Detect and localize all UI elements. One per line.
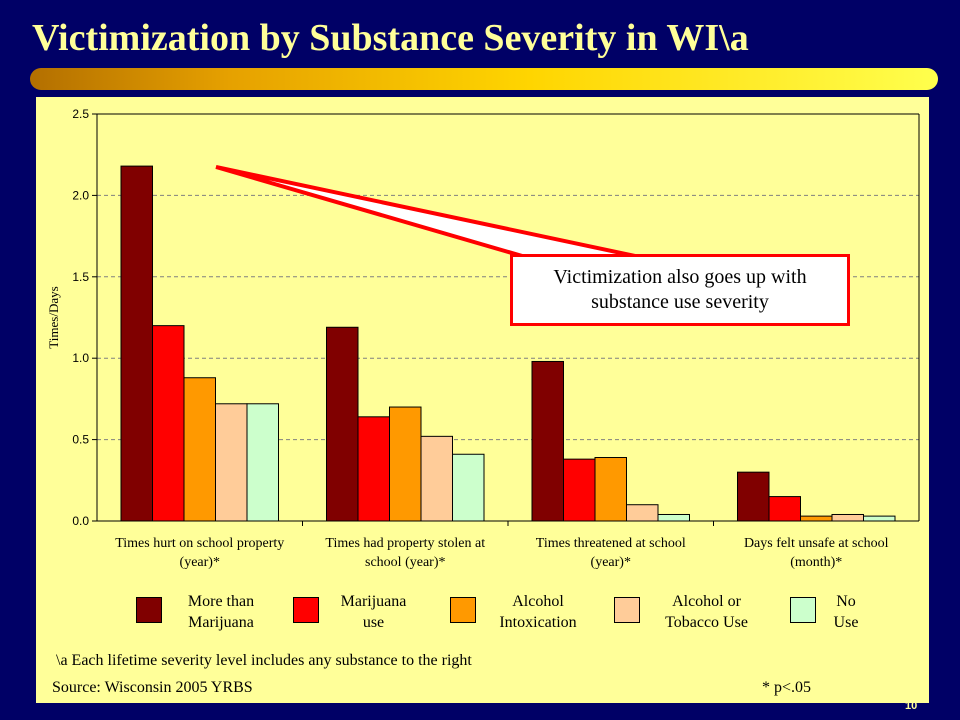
x-category-label: Times had property stolen at [325, 536, 485, 551]
bar [389, 406, 422, 522]
x-category-label: school (year)* [365, 555, 445, 570]
chart-panel: 0.0 0.5 1.0 1.5 2.0 2.5 Times/Days Times hurt o… [36, 97, 929, 703]
x-category-label: Days felt unsafe at school [744, 536, 889, 551]
bar-chart: 0.0 0.5 1.0 1.5 2.0 2.5 Times/Days Times hurt o… [46, 107, 920, 570]
bar [357, 416, 390, 522]
bar [563, 458, 596, 522]
bar [657, 513, 690, 522]
bar [246, 403, 279, 522]
bar [452, 453, 485, 522]
significance-note: * p<.05 [762, 679, 812, 696]
callout-arrow-shape [215, 165, 655, 262]
callout-arrow [215, 165, 655, 262]
bar [831, 513, 864, 522]
bar [152, 325, 185, 522]
x-category-label: Times hurt on school property [115, 536, 284, 551]
bar [420, 435, 453, 522]
bar [120, 165, 153, 522]
legend-swatch [790, 597, 816, 623]
y-tick-label: 1.5 [72, 270, 89, 284]
bar [531, 360, 564, 522]
page-number: 10 [905, 700, 918, 712]
legend-label: More than Marijuana [187, 593, 255, 631]
source-note: Source: Wisconsin 2005 YRBS [52, 679, 253, 696]
chart-legend: More than Marijuana Marijuana use Alcohol … [136, 591, 876, 641]
legend-swatch [136, 597, 162, 623]
legend-label: Alcohol Intoxication [499, 593, 577, 631]
title-underline-bar [30, 68, 938, 90]
legend-swatch [614, 597, 640, 623]
axes [92, 113, 920, 526]
legend-swatch [293, 597, 319, 623]
callout-box: Victimization also goes up with substanc… [510, 254, 850, 326]
y-tick-label: 0.5 [72, 433, 89, 447]
legend-label: Alcohol or Tobacco Use [665, 593, 748, 631]
x-category-label: (month)* [790, 555, 842, 570]
bar [737, 471, 770, 522]
bar [183, 377, 216, 522]
y-tick-label: 2.5 [72, 107, 89, 121]
bar [863, 515, 896, 522]
slide-title: Victimization by Substance Severity in W… [32, 17, 749, 59]
bars [120, 165, 896, 522]
bar [626, 504, 659, 522]
y-tick-label: 2.0 [72, 188, 89, 202]
y-axis-label: Times/Days [46, 286, 61, 348]
footnote: \a Each lifetime severity level includes… [56, 652, 472, 669]
bar [326, 326, 359, 522]
x-category-label: Times threatened at school [536, 536, 686, 551]
y-tick-label: 1.0 [72, 351, 89, 365]
bar [215, 403, 248, 522]
x-category-label: (year)* [591, 555, 631, 570]
bar [594, 457, 627, 522]
legend-label: No Use [833, 593, 859, 631]
bar [768, 496, 801, 522]
bar [800, 515, 833, 522]
y-tick-label: 0.0 [72, 514, 89, 528]
x-category-label: (year)* [180, 555, 220, 570]
legend-swatch [450, 597, 476, 623]
axis-labels: 0.0 0.5 1.0 1.5 2.0 2.5 Times/Days Times hurt o… [46, 107, 889, 570]
legend-label: Marijuana use [340, 593, 407, 631]
callout-text: Victimization also goes up with substanc… [553, 266, 807, 313]
